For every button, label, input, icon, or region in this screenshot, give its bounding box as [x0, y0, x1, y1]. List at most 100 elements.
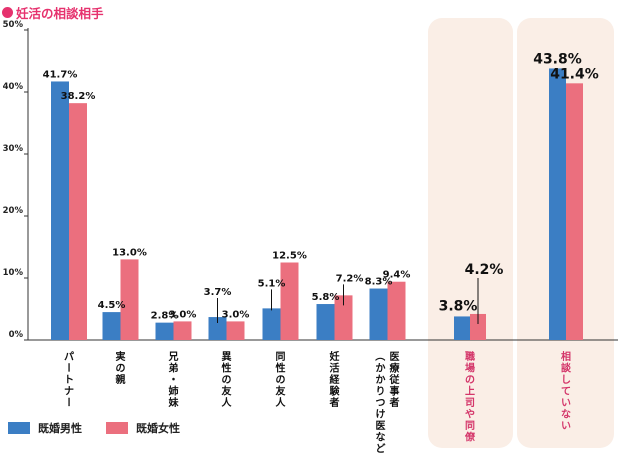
category-label-4-0-4: 人 — [276, 396, 287, 409]
category-label-2-0-4: 妹 — [168, 396, 180, 409]
bar-female-1 — [120, 259, 139, 340]
value-label-female-6: 9.4% — [383, 270, 411, 281]
value-label-male-5: 5.8% — [312, 292, 340, 303]
category-label-7-0-2: の — [465, 375, 475, 386]
category-label-5-0-1: 活 — [330, 362, 340, 375]
bar-female-7 — [470, 313, 486, 340]
category-label-6-1-0: （ — [374, 351, 387, 361]
bar-male-8 — [549, 68, 566, 340]
category-label-6-0-1: 療 — [390, 362, 400, 375]
y-tick-label-1: 10% — [3, 268, 24, 278]
value-label-female-1: 13.0% — [112, 247, 147, 258]
value-label-female-4: 12.5% — [272, 251, 307, 262]
bar-male-4 — [262, 308, 281, 340]
value-label-female-7: 4.2% — [465, 262, 504, 278]
category-label-7-0-1: 場 — [465, 362, 475, 375]
category-label-8-0-4: い — [561, 398, 571, 409]
category-label-6-0-3: 事 — [390, 385, 400, 398]
category-label-7-0-5: や — [465, 409, 475, 421]
value-label-male-0: 41.7% — [43, 69, 78, 80]
category-label-3-0-3: 友 — [222, 385, 232, 398]
category-label-6-0-2: 従 — [389, 373, 401, 386]
category-label-6-1-2: か — [376, 374, 386, 386]
category-label-4-0-0: 同 — [276, 351, 286, 363]
y-tick-label-4: 40% — [3, 82, 24, 92]
category-label-6-1-5: け — [376, 409, 386, 421]
value-label-male-3: 3.7% — [204, 287, 232, 298]
bar-female-0 — [69, 103, 87, 340]
value-label-male-2: 2.8% — [151, 311, 179, 322]
y-tick-label-5: 50% — [3, 20, 24, 30]
category-label-5-0-2: 経 — [330, 373, 341, 386]
category-label-7-0-7: 僚 — [464, 431, 476, 444]
category-label-6-0-0: 医 — [390, 351, 400, 363]
bar-male-6 — [369, 288, 388, 340]
bar-male-7 — [454, 316, 470, 340]
category-label-2-0-0: 兄 — [168, 351, 179, 363]
chart-title-text: 妊活の相談相手 — [16, 6, 104, 21]
category-label-0-0-2: ト — [64, 374, 74, 386]
category-label-0-0-3: ナ — [64, 386, 74, 398]
title-bullet-icon — [2, 7, 13, 18]
category-label-8-0-6: い — [561, 421, 571, 432]
category-label-8-0-0: 相 — [561, 350, 571, 363]
category-label-7-0-4: 司 — [465, 397, 475, 409]
category-label-6-1-3: り — [376, 386, 386, 398]
bar-female-3 — [226, 321, 245, 340]
category-label-7-0-0: 職 — [465, 350, 475, 363]
value-label-female-8: 41.4% — [550, 66, 599, 82]
category-label-6-1-6: 医 — [376, 420, 386, 432]
category-label-3-0-4: 人 — [222, 396, 233, 409]
bar-female-2 — [173, 321, 192, 340]
category-label-6-1-4: つ — [376, 398, 386, 409]
y-tick-label-0: 0% — [9, 330, 24, 340]
legend-item-male: 既婚男性 — [8, 420, 82, 436]
category-label-0-0-0: パ — [64, 351, 74, 363]
category-label-4-0-3: 友 — [276, 385, 286, 398]
category-label-7-0-6: 同 — [465, 420, 475, 432]
value-label-female-2: 3.0% — [169, 309, 197, 320]
bar-male-5 — [316, 304, 335, 340]
bar-male-2 — [155, 322, 174, 340]
y-tick-label-3: 30% — [3, 144, 24, 154]
category-label-2-0-2: ・ — [169, 375, 179, 386]
bar-male-3 — [208, 317, 227, 340]
category-label-2-0-1: 弟 — [169, 362, 179, 375]
category-label-5-0-0: 妊 — [330, 350, 340, 363]
chart-title: 妊活の相談相手 — [2, 3, 104, 22]
legend-item-female: 既婚女性 — [106, 420, 180, 436]
category-label-8-0-3: て — [561, 386, 571, 398]
category-label-0-0-1: ー — [62, 363, 73, 373]
y-tick-label-2: 20% — [3, 206, 24, 216]
category-label-2-0-3: 姉 — [169, 385, 179, 398]
category-label-6-1-8: ど — [376, 442, 386, 454]
category-label-7-0-3: 上 — [465, 385, 475, 398]
category-label-6-1-7: な — [376, 432, 386, 444]
category-label-3-0-2: の — [222, 375, 232, 386]
category-label-1-0-1: の — [116, 364, 126, 375]
bar-male-1 — [102, 312, 121, 340]
category-label-6-1-1: か — [376, 363, 386, 375]
legend-swatch-female — [106, 422, 128, 434]
category-label-8-0-5: な — [561, 409, 571, 421]
value-label-female-3: 3.0% — [222, 309, 250, 320]
category-label-6-0-4: 者 — [389, 396, 400, 409]
value-label-female-0: 38.2% — [61, 91, 96, 102]
value-label-male-8: 43.8% — [533, 51, 582, 67]
value-label-male-1: 4.5% — [98, 300, 126, 311]
category-label-8-0-1: 談 — [561, 362, 572, 375]
legend-swatch-male — [8, 422, 30, 434]
legend-label-female: 既婚女性 — [136, 422, 180, 435]
bar-female-5 — [334, 295, 353, 340]
category-label-0-0-4: ー — [62, 397, 73, 407]
bar-female-4 — [280, 262, 299, 340]
bar-male-0 — [51, 81, 69, 341]
category-label-8-0-2: し — [561, 374, 571, 386]
bar-female-8 — [566, 83, 583, 340]
value-label-male-6: 8.3% — [365, 277, 393, 288]
bar-female-6 — [387, 281, 406, 340]
category-label-4-0-1: 性 — [275, 362, 286, 375]
category-label-3-0-0: 異 — [222, 351, 232, 363]
